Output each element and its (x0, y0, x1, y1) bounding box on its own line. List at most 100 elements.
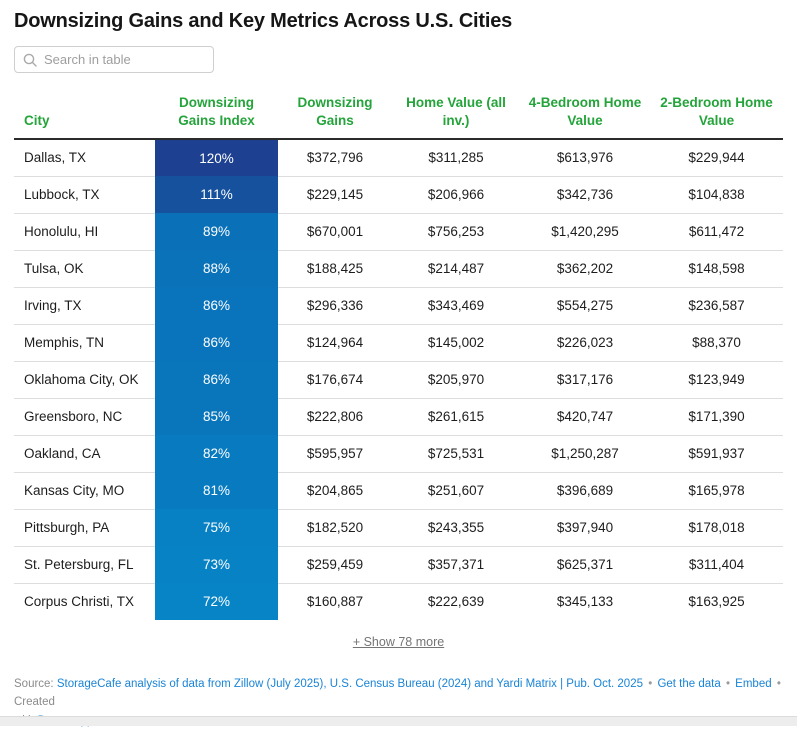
downsizing-gains-cell: $372,796 (278, 139, 392, 177)
table-body: Dallas, TX 120% $372,796 $311,285 $613,9… (14, 139, 783, 621)
table-row: Greensboro, NC 85% $222,806 $261,615 $42… (14, 398, 783, 436)
downsizing-gains-index-cell: 82% (155, 435, 278, 473)
home-value-all-cell: $214,487 (392, 250, 520, 288)
show-more-button[interactable]: + Show 78 more (349, 633, 448, 651)
table-row: Pittsburgh, PA 75% $182,520 $243,355 $39… (14, 509, 783, 547)
city-cell: Tulsa, OK (14, 250, 155, 288)
table-row: Oakland, CA 82% $595,957 $725,531 $1,250… (14, 435, 783, 473)
home-value-2br-cell: $311,404 (650, 546, 783, 584)
home-value-2br-cell: $171,390 (650, 398, 783, 436)
footer-separator: • (776, 678, 781, 691)
footer-separator: • (648, 678, 653, 691)
downsizing-gains-cell: $229,145 (278, 176, 392, 214)
home-value-2br-cell: $178,018 (650, 509, 783, 547)
home-value-4br-cell: $342,736 (520, 176, 650, 214)
column-header-city: City (14, 94, 155, 141)
city-cell: Honolulu, HI (14, 213, 155, 251)
page-bottom-strip (0, 716, 797, 726)
get-the-data-link[interactable]: Get the data (657, 678, 721, 691)
home-value-4br-cell: $420,747 (520, 398, 650, 436)
table-row: Lubbock, TX 111% $229,145 $206,966 $342,… (14, 176, 783, 214)
downsizing-gains-index-cell: 86% (155, 361, 278, 399)
city-cell: Oklahoma City, OK (14, 361, 155, 399)
city-cell: Oakland, CA (14, 435, 155, 473)
home-value-2br-cell: $88,370 (650, 324, 783, 362)
home-value-all-cell: $243,355 (392, 509, 520, 547)
home-value-4br-cell: $625,371 (520, 546, 650, 584)
home-value-all-cell: $222,639 (427, 594, 485, 610)
home-value-2br-cell: $229,944 (650, 139, 783, 177)
home-value-all-cell: $251,607 (392, 472, 520, 510)
downsizing-gains-index-cell: 120% (155, 139, 278, 177)
downsizing-gains-index-cell: 85% (155, 398, 278, 436)
city-cell: Lubbock, TX (14, 176, 155, 214)
home-value-4br-cell: $396,689 (520, 472, 650, 510)
source-link[interactable]: StorageCafe analysis of data from Zillow… (56, 678, 643, 691)
search-box[interactable] (14, 46, 214, 73)
home-value-4br-cell: $554,275 (520, 287, 650, 325)
table-row: Memphis, TN 86% $124,964 $145,002 $226,0… (14, 324, 783, 362)
downsizing-gains-cell: $296,336 (278, 287, 392, 325)
home-value-2br-cell: $591,937 (650, 435, 783, 473)
metrics-table: City Downsizing Gains Index Downsizing G… (14, 94, 783, 621)
home-value-2br-cell: $611,472 (650, 213, 783, 251)
downsizing-gains-index-cell: 111% (155, 176, 278, 214)
column-header-downsizing-gains-index: Downsizing Gains Index (155, 94, 278, 141)
home-value-all-cell: $756,253 (392, 213, 520, 251)
table-header-row: City Downsizing Gains Index Downsizing G… (14, 94, 783, 141)
home-value-4br-cell: $1,250,287 (520, 435, 650, 473)
city-cell: Kansas City, MO (14, 472, 155, 510)
embed-link[interactable]: Embed (735, 678, 772, 691)
downsizing-gains-index-cell: 75% (155, 509, 278, 547)
home-value-2br-cell: $236,587 (650, 287, 783, 325)
footer-separator: • (725, 678, 730, 691)
home-value-all-cell: $145,002 (392, 324, 520, 362)
home-value-all-cell: $206,966 (392, 176, 520, 214)
city-cell: Irving, TX (14, 287, 155, 325)
home-value-all-cell: $343,469 (392, 287, 520, 325)
search-input[interactable] (44, 52, 205, 67)
downsizing-gains-index-cell: 86% (155, 287, 278, 325)
city-cell: St. Petersburg, FL (14, 546, 155, 584)
city-cell: Greensboro, NC (14, 398, 155, 436)
downsizing-gains-index-cell: 81% (155, 472, 278, 510)
home-value-4br-cell: $226,023 (520, 324, 650, 362)
downsizing-gains-cell: $670,001 (278, 213, 392, 251)
column-header-2br-home-value: 2-Bedroom Home Value (650, 94, 783, 141)
home-value-2br-cell: $123,949 (650, 361, 783, 399)
home-value-4br-cell: $317,176 (520, 361, 650, 399)
source-label: Source: (14, 678, 54, 691)
downsizing-gains-index-cell: 73% (155, 546, 278, 584)
table-row: Corpus Christi, TX 72% $160,887 $222,639… (14, 583, 783, 621)
downsizing-gains-index-cell: 88% (155, 250, 278, 288)
table-row: Dallas, TX 120% $372,796 $311,285 $613,9… (14, 139, 783, 177)
home-value-all-cell: $311,285 (392, 139, 520, 177)
table-row: St. Petersburg, FL 73% $259,459 $357,371… (14, 546, 783, 584)
table-row: Honolulu, HI 89% $670,001 $756,253 $1,42… (14, 213, 783, 251)
downsizing-gains-cell: $259,459 (278, 546, 392, 584)
downsizing-gains-cell: $182,520 (278, 509, 392, 547)
downsizing-gains-index-cell: 86% (155, 324, 278, 362)
table-row: Tulsa, OK 88% $188,425 $214,487 $362,202… (14, 250, 783, 288)
home-value-4br-cell: $345,133 (556, 594, 614, 610)
downsizing-gains-cell: $160,887 (306, 594, 364, 610)
downsizing-gains-cell: $124,964 (278, 324, 392, 362)
column-header-home-value: Home Value (all inv.) (392, 94, 520, 141)
city-cell: Dallas, TX (14, 139, 155, 177)
downsizing-gains-index-cell: 89% (155, 213, 278, 251)
home-value-2br-cell: $104,838 (650, 176, 783, 214)
downsizing-gains-cell: $222,806 (278, 398, 392, 436)
search-icon (23, 53, 37, 67)
city-cell: Memphis, TN (14, 324, 155, 362)
home-value-2br-cell: $148,598 (650, 250, 783, 288)
downsizing-gains-cell: $188,425 (278, 250, 392, 288)
table-row: Oklahoma City, OK 86% $176,674 $205,970 … (14, 361, 783, 399)
home-value-all-cell: $261,615 (392, 398, 520, 436)
page-title: Downsizing Gains and Key Metrics Across … (14, 10, 513, 32)
table-row: Irving, TX 86% $296,336 $343,469 $554,27… (14, 287, 783, 325)
home-value-4br-cell: $613,976 (520, 139, 650, 177)
home-value-4br-cell: $362,202 (520, 250, 650, 288)
column-header-4br-home-value: 4-Bedroom Home Value (520, 94, 650, 141)
table-row: Kansas City, MO 81% $204,865 $251,607 $3… (14, 472, 783, 510)
home-value-all-cell: $357,371 (392, 546, 520, 584)
